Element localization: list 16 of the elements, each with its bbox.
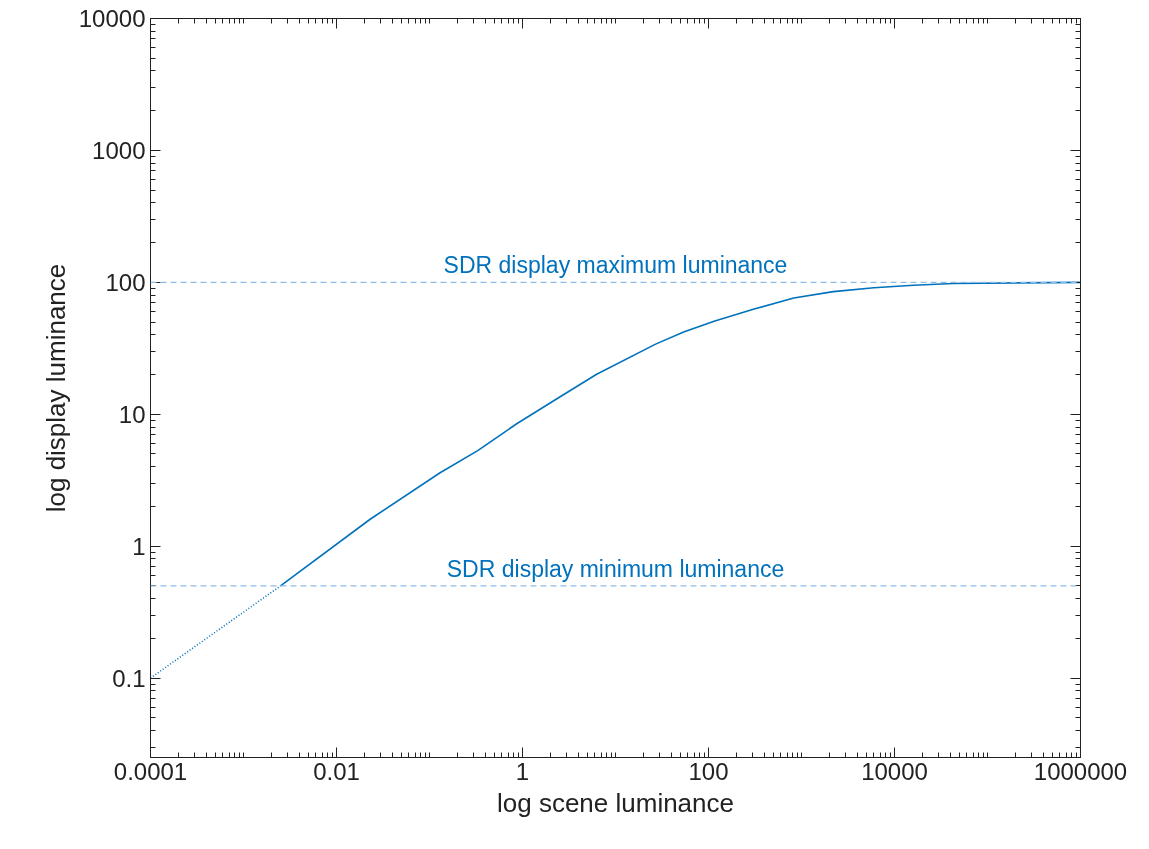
x-tick-label: 100 bbox=[688, 757, 729, 785]
y-tick-label: 0.1 bbox=[112, 664, 146, 692]
y-tick-label: 10 bbox=[118, 400, 146, 428]
y-tick-label: 100 bbox=[105, 268, 146, 296]
y-tick-label: 10000 bbox=[78, 5, 146, 32]
y-tick-label: 1 bbox=[132, 532, 146, 560]
x-axis-title: log scene luminance bbox=[496, 787, 735, 818]
ref-line-label: SDR display maximum luminance bbox=[443, 252, 788, 279]
y-axis-title: log display luminance bbox=[40, 263, 71, 513]
x-tick-label: 0.0001 bbox=[113, 757, 188, 785]
x-tick-label: 1 bbox=[515, 757, 530, 785]
ref-line-label: SDR display minimum luminance bbox=[446, 555, 785, 582]
x-tick-label: 10000 bbox=[861, 757, 928, 785]
y-tick-label: 1000 bbox=[92, 136, 146, 164]
x-tick-label: 0.01 bbox=[313, 757, 360, 785]
x-tick-label: 1000000 bbox=[1033, 757, 1128, 785]
